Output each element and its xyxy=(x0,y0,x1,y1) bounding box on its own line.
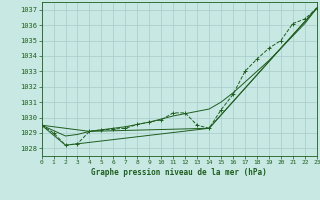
X-axis label: Graphe pression niveau de la mer (hPa): Graphe pression niveau de la mer (hPa) xyxy=(91,168,267,177)
